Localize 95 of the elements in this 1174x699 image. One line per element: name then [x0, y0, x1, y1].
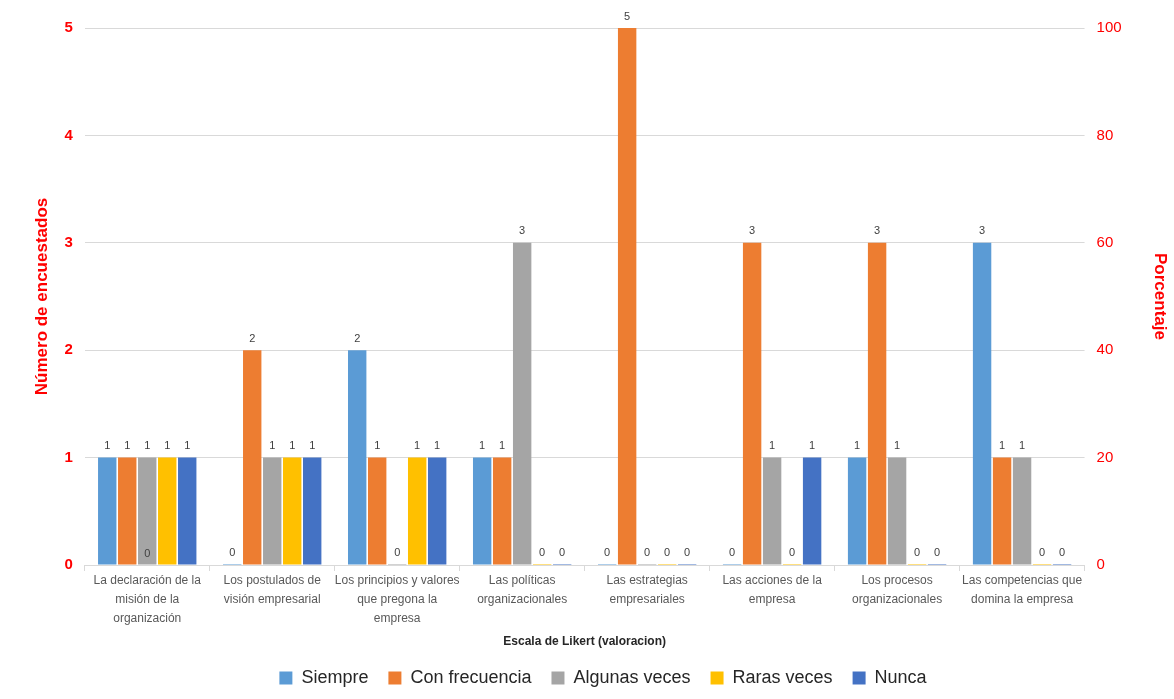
- data-label: 1: [999, 439, 1006, 452]
- data-label: 1: [894, 439, 901, 452]
- data-label: 1: [164, 439, 171, 452]
- legend-label: Raras veces: [732, 666, 833, 687]
- bar: [802, 457, 822, 565]
- x-tick-label: Las estrategias empresariales: [606, 572, 688, 607]
- data-label: 1: [414, 439, 421, 452]
- bar: [617, 28, 637, 565]
- y-tick-label: 2: [64, 340, 73, 358]
- data-label: 0: [684, 545, 691, 558]
- legend-label: Con frecuencia: [410, 666, 533, 687]
- bar: [427, 457, 447, 565]
- data-label: 3: [749, 224, 756, 237]
- data-label: 1: [854, 439, 861, 452]
- data-label: 1: [479, 439, 486, 452]
- bar: [138, 457, 157, 565]
- y2-axis-title: Porcentaje: [1151, 253, 1171, 340]
- y-tick-label: 1: [64, 447, 73, 465]
- x-tick-label: Las competencias que domina la empresa: [962, 572, 1083, 607]
- data-label: 1: [289, 439, 296, 452]
- data-label: 1: [144, 439, 151, 452]
- data-label: 5: [624, 9, 631, 22]
- data-label: 3: [519, 224, 526, 237]
- bar: [283, 457, 302, 565]
- y2-tick-label: 20: [1096, 447, 1114, 465]
- bar: [847, 457, 867, 565]
- data-label: 1: [1019, 439, 1026, 452]
- data-label: 0: [539, 545, 546, 558]
- data-label: 0: [1039, 545, 1046, 558]
- data-label: 0: [604, 545, 611, 558]
- y-tick-label: 0: [64, 555, 73, 573]
- bar: [1012, 457, 1032, 565]
- data-label: 1: [374, 439, 381, 452]
- bar: [98, 457, 117, 565]
- data-label: 1: [769, 439, 776, 452]
- data-label: 1: [184, 439, 191, 452]
- bar: [263, 457, 282, 565]
- y-tick-label: 5: [64, 18, 73, 36]
- x-tick-label: Los procesos organizacionales: [852, 572, 943, 607]
- bar: [742, 242, 762, 565]
- bar: [243, 350, 262, 565]
- data-label: 0: [914, 545, 921, 558]
- x-tick-label: Los principios y valores que pregona la empresa: [334, 572, 460, 626]
- data-label: 0: [789, 545, 796, 558]
- x-axis-title: Escala de Likert (valoracion): [503, 634, 667, 649]
- bar: [972, 242, 992, 565]
- data-label: 1: [269, 439, 276, 452]
- data-label: 1: [499, 439, 506, 452]
- y2-tick-label: 100: [1096, 18, 1122, 36]
- y2-tick-label: 0: [1096, 555, 1105, 573]
- x-tick-label: Las acciones de la empresa: [722, 572, 823, 607]
- data-label: 1: [104, 439, 111, 452]
- data-label: 3: [874, 224, 881, 237]
- bar: [303, 457, 322, 565]
- x-tick-label: Los postulados de visión empresarial: [223, 572, 322, 607]
- data-label: 3: [979, 224, 986, 237]
- bar: [407, 457, 427, 565]
- data-label: 1: [809, 439, 816, 452]
- data-label: 0: [729, 545, 736, 558]
- data-label: 0: [934, 545, 941, 558]
- data-label: 0: [559, 545, 566, 558]
- data-label: 1: [434, 439, 441, 452]
- bar: [512, 242, 532, 565]
- data-label: 0: [644, 545, 651, 558]
- bar: [762, 457, 782, 565]
- data-label: 0: [664, 545, 671, 558]
- bar: [118, 457, 137, 565]
- legend-label: Algunas veces: [573, 666, 691, 687]
- y-axis-title: Número de encuestados: [31, 197, 51, 396]
- data-label: 2: [249, 331, 256, 344]
- bar: [867, 242, 887, 565]
- data-label: 1: [124, 439, 131, 452]
- data-label: 2: [354, 331, 361, 344]
- data-label: 1: [309, 439, 316, 452]
- y-tick-label: 3: [64, 232, 73, 250]
- bar: [367, 457, 387, 565]
- bar: [178, 457, 197, 565]
- annotation: 0: [144, 546, 151, 559]
- bar: [887, 457, 907, 565]
- legend-label: Siempre: [301, 666, 369, 687]
- y2-tick-label: 40: [1096, 340, 1114, 358]
- bar: [348, 350, 367, 565]
- y-tick-label: 4: [64, 125, 74, 143]
- x-tick-label: La declaración de la misión de la organización: [93, 572, 202, 626]
- y2-tick-label: 80: [1096, 125, 1114, 143]
- bar: [992, 457, 1012, 565]
- data-label: 0: [394, 545, 401, 558]
- bar: [492, 457, 512, 565]
- legend-label: Nunca: [874, 666, 928, 687]
- x-tick-label: Las políticas organizacionales: [477, 572, 568, 607]
- data-label: 0: [1059, 545, 1066, 558]
- data-label: 0: [229, 545, 236, 558]
- bar: [158, 457, 177, 565]
- bar: [472, 457, 492, 565]
- y2-tick-label: 60: [1096, 232, 1114, 250]
